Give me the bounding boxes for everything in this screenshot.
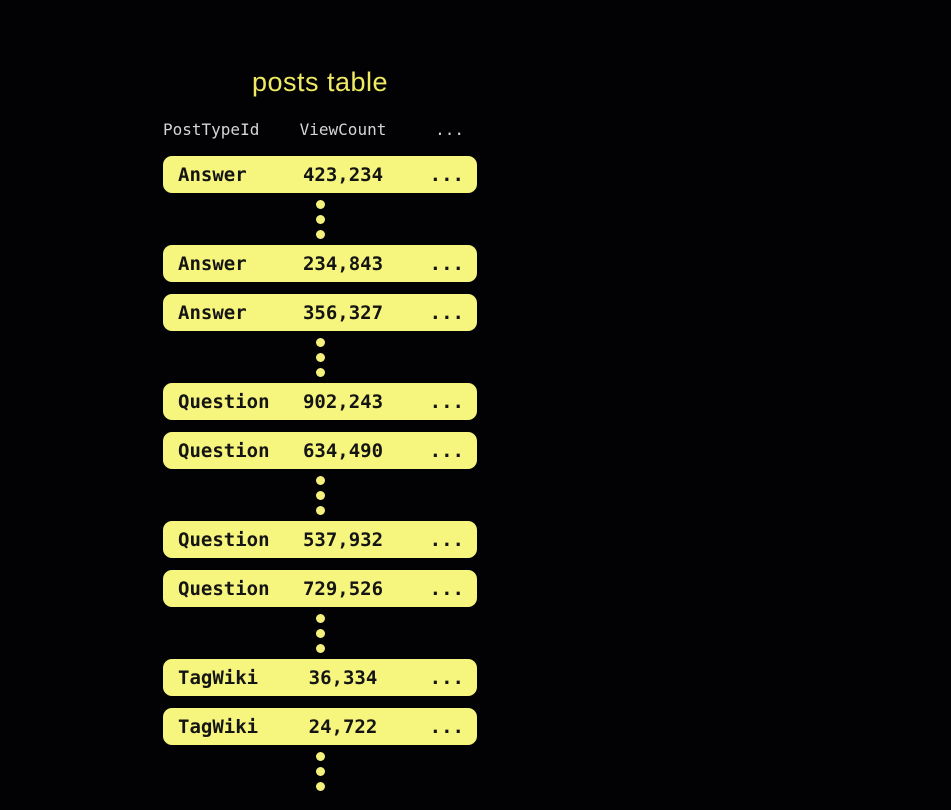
ellipsis-dot <box>315 229 325 239</box>
table-row: Question 634,490 ... <box>163 432 477 469</box>
ellipsis-separator <box>163 331 477 383</box>
ellipsis-dot <box>315 628 325 638</box>
table-rows: Answer 423,234 ... Answer 234,843 ... An… <box>163 156 477 797</box>
more-columns-cell: ... <box>429 439 464 462</box>
more-columns-cell: ... <box>429 528 464 551</box>
ellipsis-dot <box>315 199 325 209</box>
view-count-cell: 24,722 <box>308 715 378 738</box>
ellipsis-dot <box>315 214 325 224</box>
post-type-cell: Question <box>178 577 270 600</box>
ellipsis-dot <box>315 490 325 500</box>
table-row: Answer 423,234 ... <box>163 156 477 193</box>
table-row: TagWiki 24,722 ... <box>163 708 477 745</box>
ellipsis-separator <box>163 607 477 659</box>
ellipsis-dot <box>315 766 325 776</box>
post-type-cell: Answer <box>178 163 247 186</box>
table-row: Question 729,526 ... <box>163 570 477 607</box>
view-count-cell: 537,932 <box>302 528 384 551</box>
post-type-cell: TagWiki <box>178 715 259 738</box>
table-row: Answer 356,327 ... <box>163 294 477 331</box>
post-type-cell: TagWiki <box>178 666 259 689</box>
ellipsis-dot <box>315 613 325 623</box>
view-count-cell: 729,526 <box>302 577 384 600</box>
ellipsis-dot <box>315 505 325 515</box>
ellipsis-dot <box>315 337 325 347</box>
ellipsis-separator <box>163 469 477 521</box>
post-type-cell: Answer <box>178 301 247 324</box>
column-header-posttypeid: PostTypeId <box>163 120 260 139</box>
ellipsis-separator <box>163 745 477 797</box>
table-row: Question 902,243 ... <box>163 383 477 420</box>
ellipsis-dot <box>315 367 325 377</box>
post-type-cell: Question <box>178 528 270 551</box>
column-header-more: ... <box>435 120 464 139</box>
post-type-cell: Answer <box>178 252 247 275</box>
ellipsis-separator <box>163 193 477 245</box>
ellipsis-dot <box>315 643 325 653</box>
table-row: Question 537,932 ... <box>163 521 477 558</box>
more-columns-cell: ... <box>429 163 464 186</box>
post-type-cell: Question <box>178 390 270 413</box>
column-headers: PostTypeId ViewCount ... <box>163 120 477 139</box>
more-columns-cell: ... <box>429 666 464 689</box>
ellipsis-dot <box>315 781 325 791</box>
diagram-title: posts table <box>251 67 389 97</box>
more-columns-cell: ... <box>429 252 464 275</box>
more-columns-cell: ... <box>429 577 464 600</box>
more-columns-cell: ... <box>429 301 464 324</box>
more-columns-cell: ... <box>429 390 464 413</box>
view-count-cell: 356,327 <box>302 301 384 324</box>
more-columns-cell: ... <box>429 715 464 738</box>
ellipsis-dot <box>315 352 325 362</box>
table-row: Answer 234,843 ... <box>163 245 477 282</box>
column-header-viewcount: ViewCount <box>299 120 387 139</box>
view-count-cell: 902,243 <box>302 390 384 413</box>
ellipsis-dot <box>315 475 325 485</box>
view-count-cell: 36,334 <box>308 666 378 689</box>
view-count-cell: 423,234 <box>302 163 384 186</box>
view-count-cell: 234,843 <box>302 252 384 275</box>
post-type-cell: Question <box>178 439 270 462</box>
view-count-cell: 634,490 <box>302 439 384 462</box>
table-row: TagWiki 36,334 ... <box>163 659 477 696</box>
ellipsis-dot <box>315 751 325 761</box>
